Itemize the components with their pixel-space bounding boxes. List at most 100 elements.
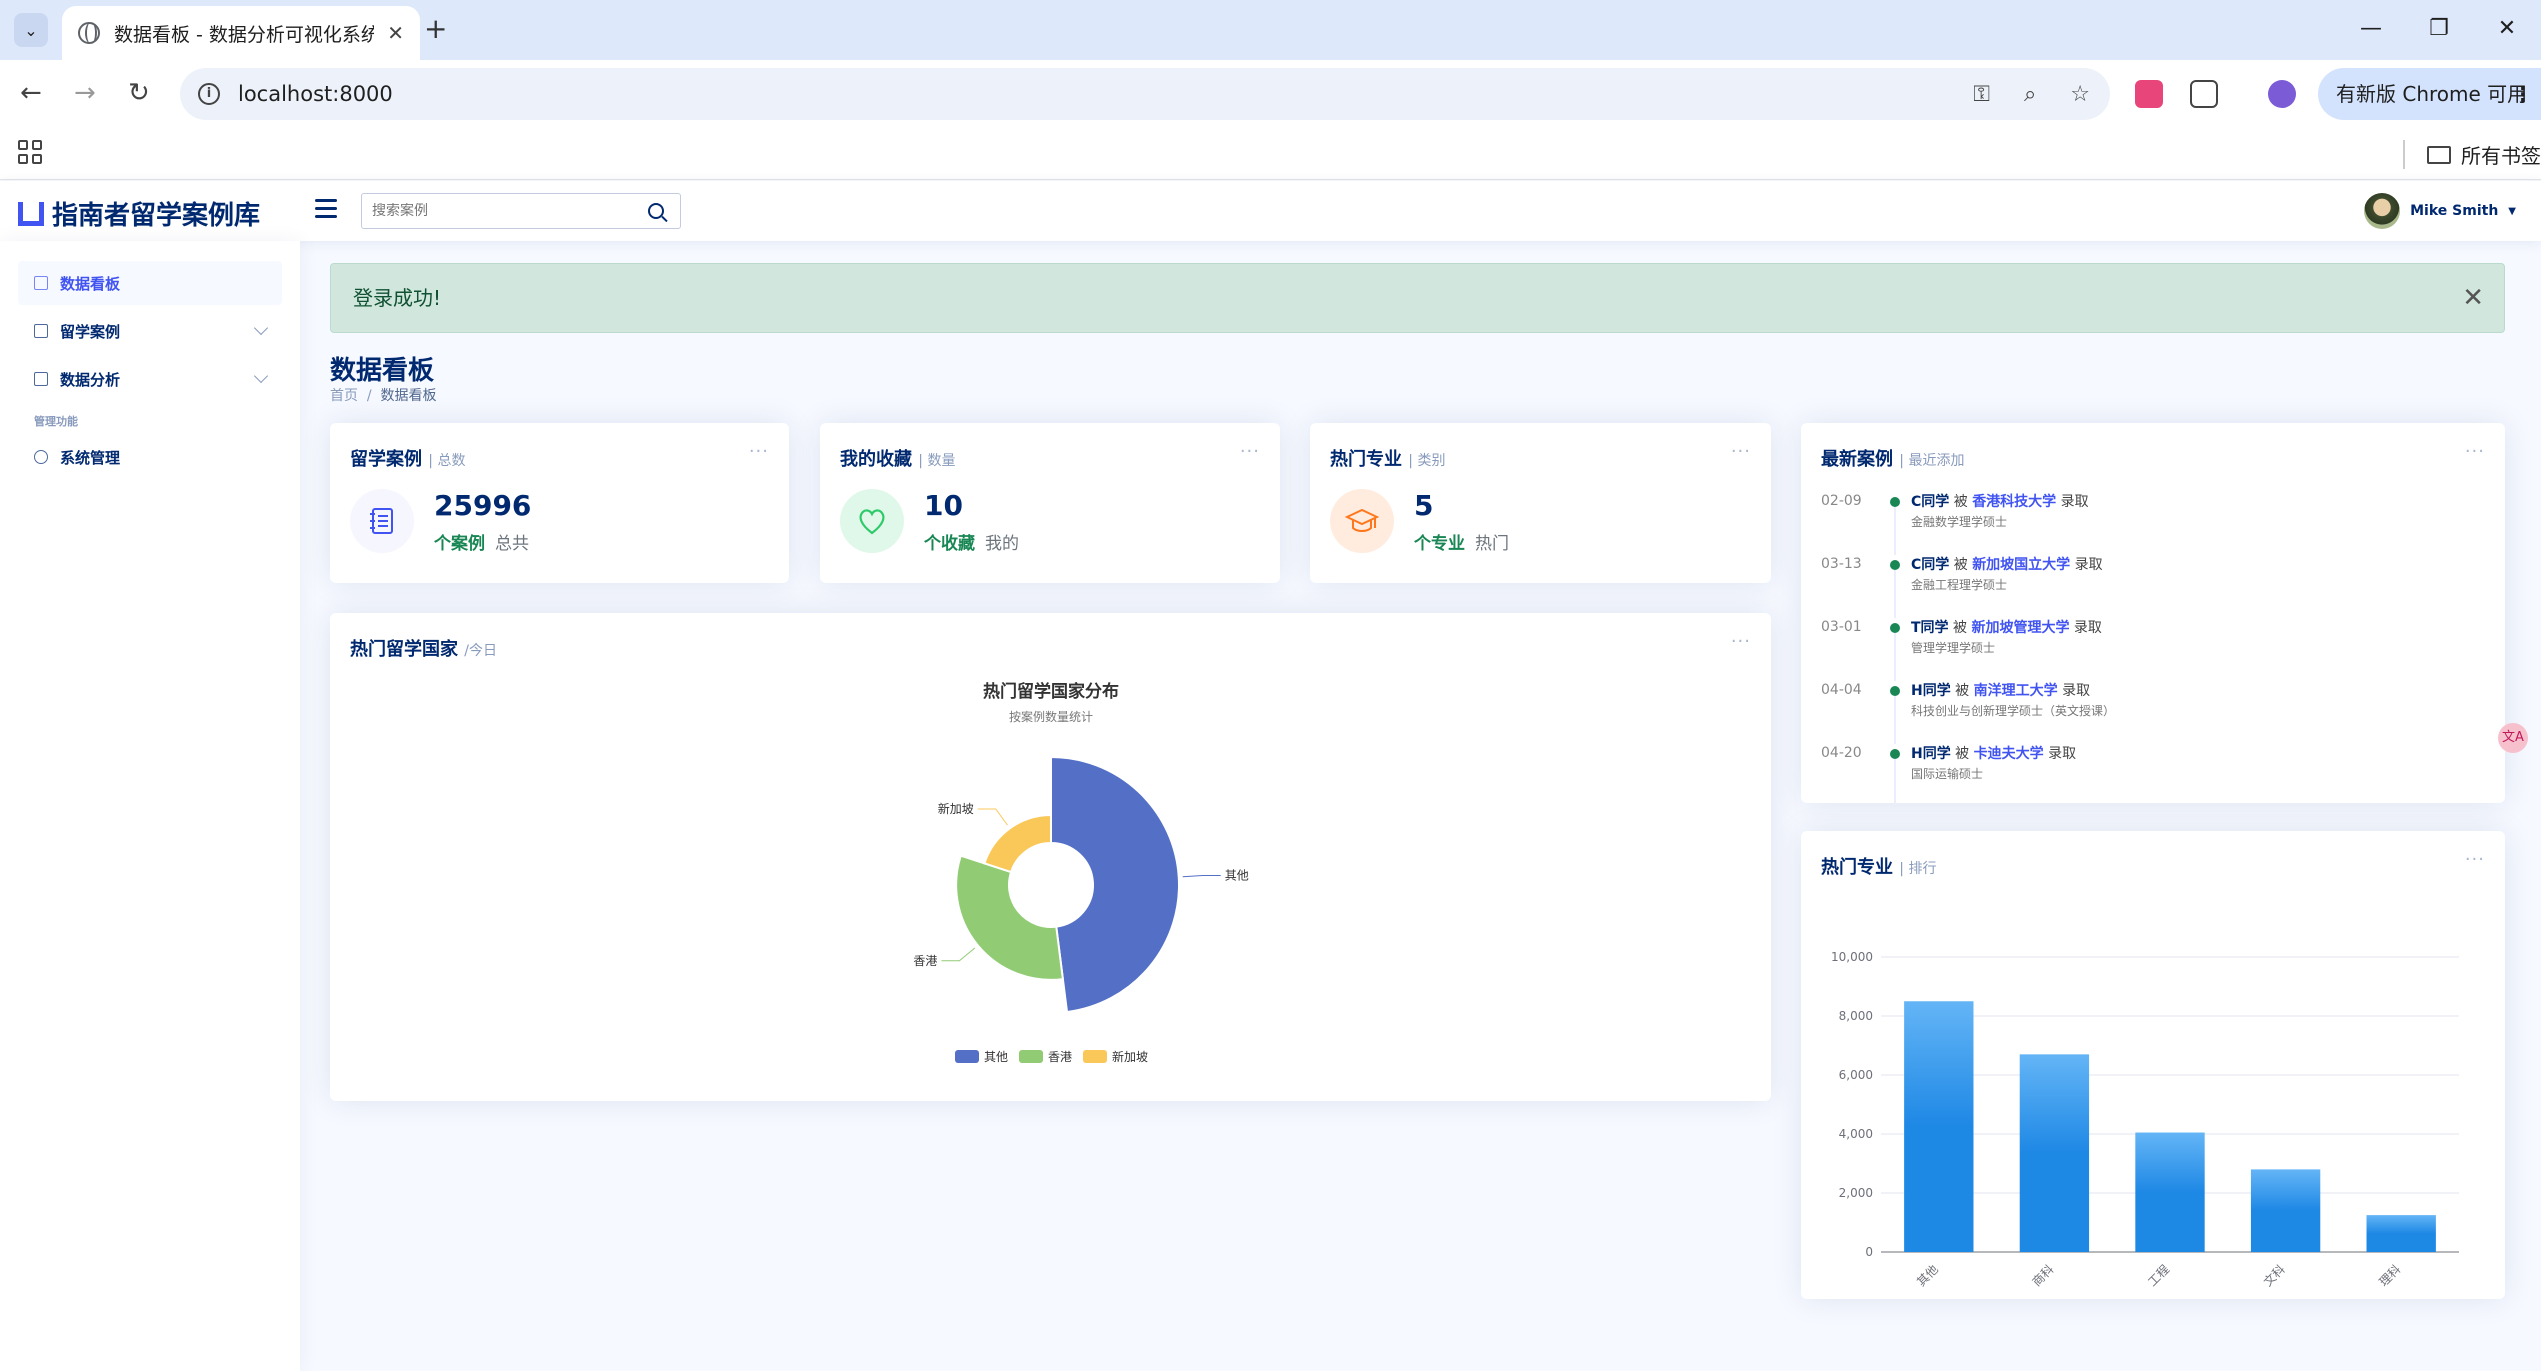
- restore-button[interactable]: ❐: [2429, 16, 2449, 41]
- activity-result: 录取: [2060, 494, 2089, 510]
- activity-text: H同学 被 南洋理工大学 录取: [1911, 680, 2090, 700]
- chart-title: 热门留学国家分布: [983, 681, 1119, 702]
- y-tick-label: 8,000: [1839, 1009, 1873, 1023]
- reload-icon[interactable]: ↻: [128, 78, 150, 108]
- stat-unit: 个案例: [434, 534, 485, 554]
- translate-float-icon[interactable]: 文A: [2498, 723, 2528, 753]
- activity-verb: 被: [1953, 494, 1968, 510]
- card-subtitle: | 类别: [1408, 453, 1446, 469]
- card-subtitle: | 总数: [428, 453, 466, 469]
- activity-line: [1894, 570, 1896, 618]
- legend-label: 新加坡: [1112, 1049, 1148, 1064]
- card-subtitle: | 最近添加: [1899, 453, 1965, 469]
- more-options-icon[interactable]: ···: [2464, 441, 2485, 462]
- pie-label-line: [977, 808, 1008, 826]
- pie-label-line: [1182, 874, 1221, 878]
- logo-text: 指南者留学案例库: [52, 201, 261, 231]
- document-icon: [34, 324, 48, 338]
- new-tab-button[interactable]: +: [424, 12, 448, 45]
- page-title: 数据看板: [330, 356, 435, 386]
- success-alert: 登录成功! ✕: [330, 263, 2505, 333]
- more-options-icon[interactable]: ···: [2464, 849, 2485, 870]
- tab-search-button[interactable]: ⌄: [14, 13, 48, 47]
- url-text[interactable]: localhost:8000: [238, 82, 393, 106]
- chevron-down-icon: [253, 368, 269, 384]
- chrome-update-button[interactable]: 有新版 Chrome 可用 ⋮: [2318, 68, 2541, 120]
- sidebar-item-cases[interactable]: 留学案例: [18, 309, 282, 353]
- x-tick-label: 其他: [1914, 1262, 1941, 1289]
- activity-date: 03-13: [1821, 556, 1862, 572]
- more-options-icon[interactable]: ···: [748, 441, 769, 462]
- close-icon[interactable]: ✕: [2462, 283, 2484, 313]
- address-bar[interactable]: i localhost:8000 ⚿ ⌕ ☆: [180, 68, 2110, 120]
- more-options-icon[interactable]: ···: [1730, 441, 1751, 462]
- card-title: 热门留学国家 /今日: [350, 635, 497, 661]
- bar-chart-icon: [34, 372, 48, 386]
- y-tick-label: 0: [1865, 1245, 1873, 1259]
- stat-note: 热门: [1475, 534, 1509, 554]
- site-info-icon[interactable]: i: [198, 83, 220, 105]
- activity-date: 03-01: [1821, 619, 1862, 635]
- browser-tab[interactable]: 数据看板 - 数据分析可视化系统 ✕: [62, 6, 420, 60]
- pie-slice-label: 香港: [913, 954, 937, 968]
- logo-mark-icon: [18, 201, 44, 226]
- tab-close-icon[interactable]: ✕: [387, 21, 404, 45]
- university-link[interactable]: 卡迪夫大学: [1973, 746, 2044, 762]
- logo[interactable]: 指南者留学案例库: [18, 195, 260, 232]
- university-link[interactable]: 香港科技大学: [1972, 494, 2057, 510]
- student-name: C同学: [1911, 494, 1950, 510]
- breadcrumb-home[interactable]: 首页: [330, 388, 358, 404]
- menu-toggle-icon[interactable]: [315, 199, 337, 223]
- activity-date: 02-09: [1821, 493, 1862, 509]
- search-bar: [361, 193, 681, 229]
- key-icon[interactable]: ⚿: [1973, 82, 1990, 107]
- activity-text: C同学 被 香港科技大学 录取: [1911, 491, 2089, 511]
- bar: [2019, 1054, 2090, 1252]
- chrome-update-label: 有新版 Chrome 可用: [2336, 82, 2528, 106]
- translate-extension-icon[interactable]: [2135, 80, 2163, 108]
- stat-value: 25996: [434, 489, 532, 522]
- major-bar-chart: 0 2,000 4,000 6,000 8,000 10,000 其他 商科 工程 文科 理科: [1831, 950, 2459, 1290]
- majors-card: 热门专业 | 排行 ··· 0 2,000 4,000 6,000 8,000 10,00…: [1801, 831, 2505, 1299]
- sidebar-item-label: 留学案例: [60, 322, 121, 341]
- university-link[interactable]: 新加坡国立大学: [1972, 557, 2071, 573]
- all-bookmarks-button[interactable]: 所有书签: [2403, 140, 2541, 169]
- bookmark-star-icon[interactable]: ☆: [2070, 82, 2090, 107]
- card-title: 我的收藏 | 数量: [840, 445, 955, 471]
- user-name: Mike Smith: [2410, 203, 2499, 219]
- y-tick-label: 4,000: [1839, 1127, 1873, 1141]
- tab-title: 数据看板 - 数据分析可视化系统: [114, 23, 374, 46]
- heart-icon: [840, 489, 904, 553]
- card-subtitle: | 数量: [918, 453, 956, 469]
- y-tick-label: 2,000: [1839, 1186, 1873, 1200]
- more-options-icon[interactable]: ···: [1730, 631, 1751, 652]
- apps-grid-icon[interactable]: [18, 140, 42, 164]
- forward-icon[interactable]: →: [74, 78, 96, 108]
- profile-icon[interactable]: [2268, 80, 2296, 108]
- stat-card-favorites: 我的收藏 | 数量 ··· 10 个收藏 我的: [820, 423, 1280, 583]
- sidebar-item-admin[interactable]: 系统管理: [18, 435, 282, 479]
- sidebar-item-dashboard[interactable]: 数据看板: [18, 261, 282, 305]
- stat-value: 5: [1414, 489, 1434, 522]
- university-link[interactable]: 新加坡管理大学: [1971, 620, 2070, 636]
- close-window-button[interactable]: ✕: [2497, 16, 2517, 41]
- zoom-icon[interactable]: ⌕: [2023, 82, 2037, 107]
- university-link[interactable]: 南洋理工大学: [1973, 683, 2058, 699]
- legend-swatch: [955, 1050, 979, 1063]
- breadcrumb-separator: /: [366, 388, 372, 404]
- bar: [2366, 1215, 2436, 1252]
- x-tick-label: 商科: [2029, 1262, 2057, 1290]
- legend-label: 其他: [984, 1050, 1008, 1064]
- search-icon[interactable]: [648, 203, 664, 219]
- card-subtitle: /今日: [464, 643, 497, 659]
- menu-kebab-icon[interactable]: ⋮: [2513, 82, 2533, 106]
- sidebar-item-analysis[interactable]: 数据分析: [18, 357, 282, 401]
- search-input[interactable]: [362, 203, 642, 219]
- minimize-button[interactable]: —: [2360, 16, 2382, 41]
- back-icon[interactable]: ←: [20, 78, 42, 108]
- more-options-icon[interactable]: ···: [1239, 441, 1260, 462]
- pie-slice-label: 其他: [1225, 868, 1249, 882]
- extensions-icon[interactable]: [2190, 80, 2218, 108]
- profile-dropdown[interactable]: Mike Smith ▼: [2364, 193, 2516, 229]
- card-title: 热门专业 | 排行: [1821, 853, 1936, 879]
